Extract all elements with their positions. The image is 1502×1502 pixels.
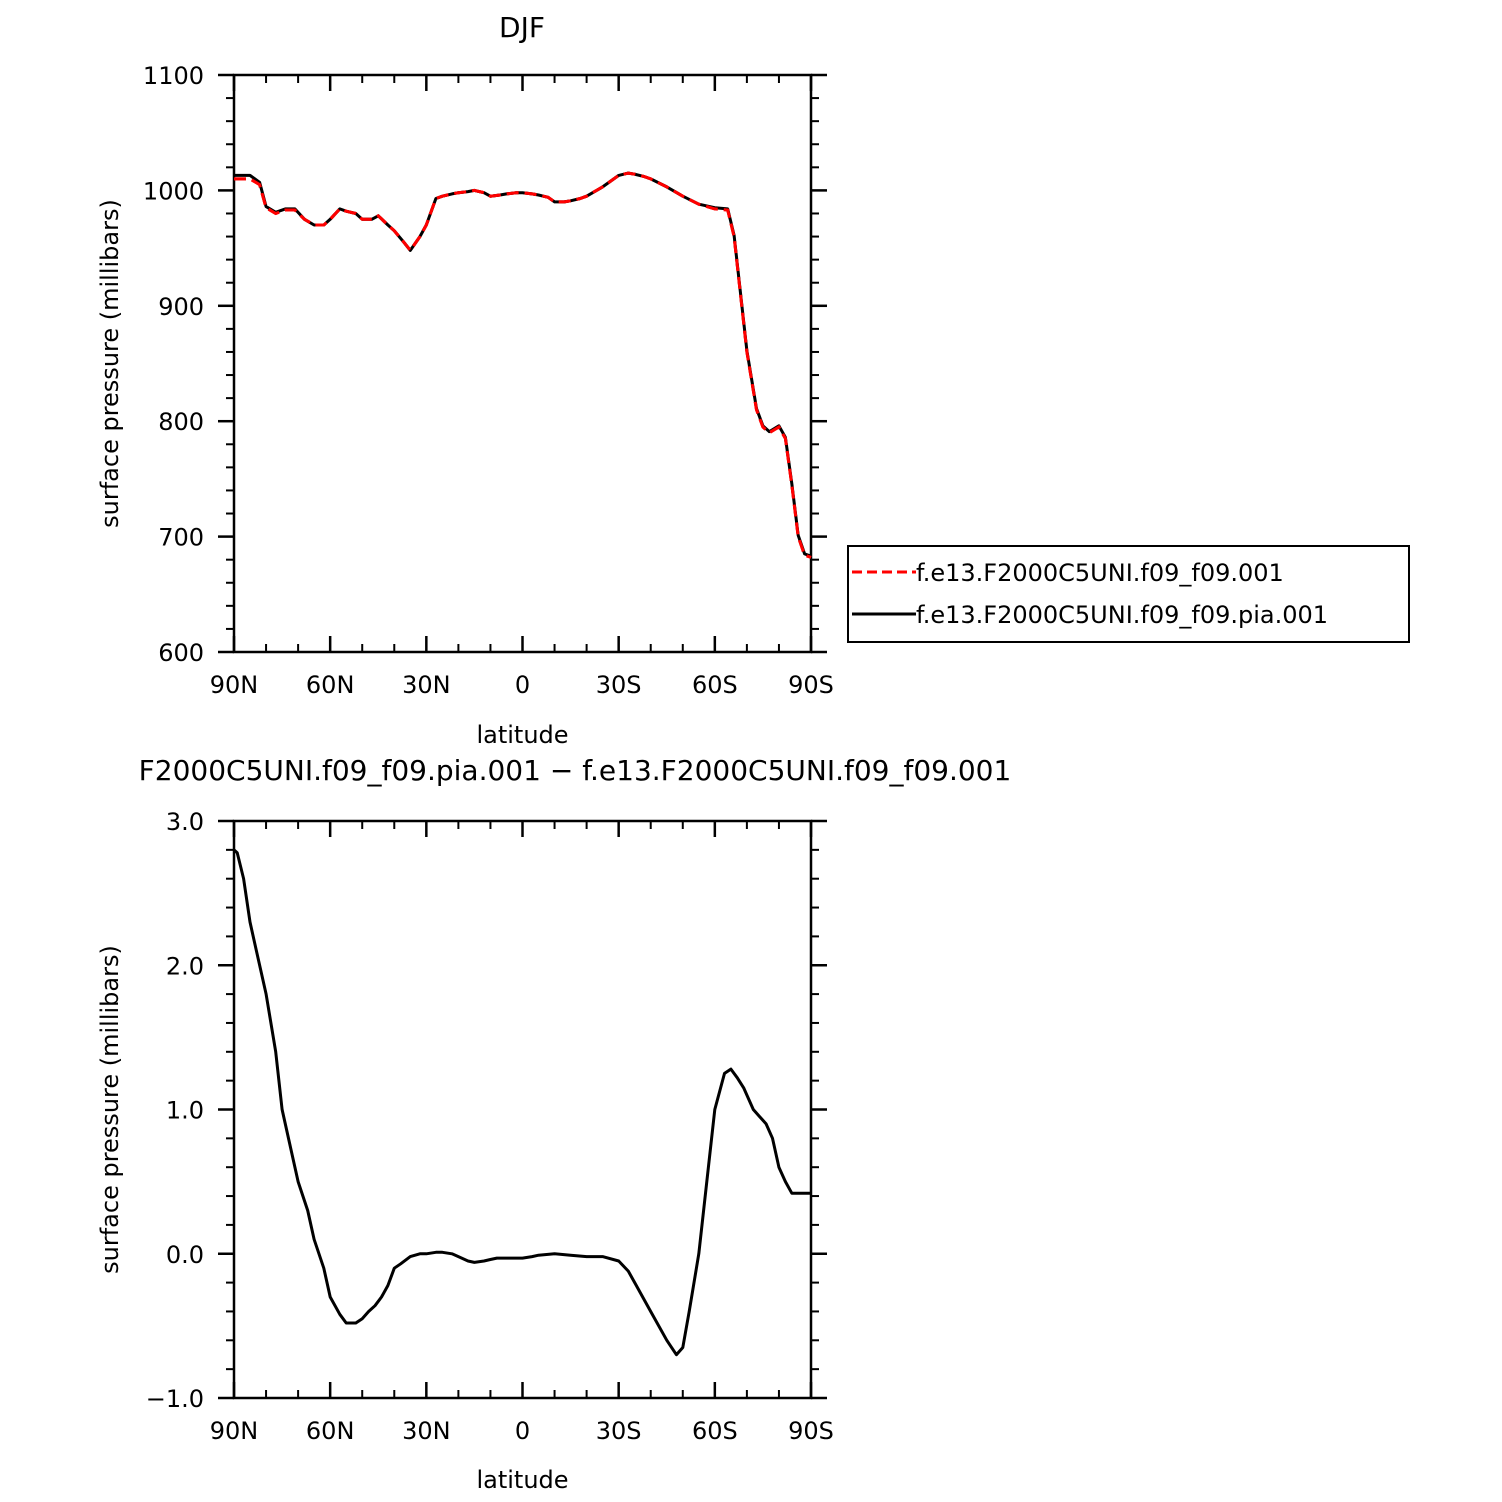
x-tick-label: 90N	[210, 671, 259, 699]
y-tick-label: 600	[158, 639, 204, 667]
y-tick-label: 700	[158, 524, 204, 552]
series-line-2	[234, 171, 812, 558]
y-tick-label: 800	[158, 408, 204, 436]
x-tick-label: 60S	[692, 671, 738, 699]
y-tick-label: 900	[158, 293, 204, 321]
x-tick-label: 90N	[210, 1417, 259, 1445]
x-tick-label: 60N	[306, 671, 355, 699]
plot-frame	[232, 73, 813, 654]
x-tick-label: 30N	[402, 671, 451, 699]
y-tick-label: 2.0	[166, 952, 204, 980]
x-axis-label: latitude	[476, 1466, 568, 1494]
series-line-1-overlay	[234, 171, 812, 559]
legend: f.e13.F2000C5UNI.f09_f09.001 f.e13.F2000C…	[847, 545, 1410, 643]
y-axis-label: surface pressure (millibars)	[96, 945, 124, 1274]
plot-1: 90N 60N 30N 0 30S 60S 90S 600 700 800 900 1000 1100 D…	[96, 11, 834, 749]
plot-frame	[232, 819, 813, 1400]
y-tick-label: 3.0	[166, 808, 204, 836]
series-line-1	[233, 848, 811, 1357]
y-tick-label: 1100	[143, 62, 204, 90]
x-tick-label: 90S	[788, 1417, 834, 1445]
y-axis-label: surface pressure (millibars)	[96, 199, 124, 528]
y-tick-label: 0.0	[166, 1241, 204, 1269]
chart-title: DJF	[499, 11, 545, 44]
chart-title: F2000C5UNI.f09_f09.pia.001 − f.e13.F2000…	[139, 754, 1012, 787]
legend-label-1: f.e13.F2000C5UNI.f09_f09.001	[916, 559, 1284, 587]
x-tick-label: 0	[515, 1417, 530, 1445]
x-tick-label: 60S	[692, 1417, 738, 1445]
series-line-1	[234, 171, 812, 559]
x-tick-label: 0	[515, 671, 530, 699]
plot-2: 90N 60N 30N 0 30S 60S 90S −1.0 0.0 1.0 2.0 3.0 F2000…	[96, 754, 1011, 1494]
x-tick-label: 90S	[788, 671, 834, 699]
x-tick-label: 30S	[596, 1417, 642, 1445]
y-tick-label: 1000	[143, 177, 204, 205]
y-tick-label: 1.0	[166, 1097, 204, 1125]
x-tick-label: 30N	[402, 1417, 451, 1445]
x-tick-label: 30S	[596, 671, 642, 699]
y-tick-label: −1.0	[146, 1385, 204, 1413]
legend-label-2: f.e13.F2000C5UNI.f09_f09.pia.001	[916, 601, 1328, 629]
legend-box	[847, 545, 1410, 643]
x-tick-label: 60N	[306, 1417, 355, 1445]
x-axis-label: latitude	[476, 721, 568, 749]
